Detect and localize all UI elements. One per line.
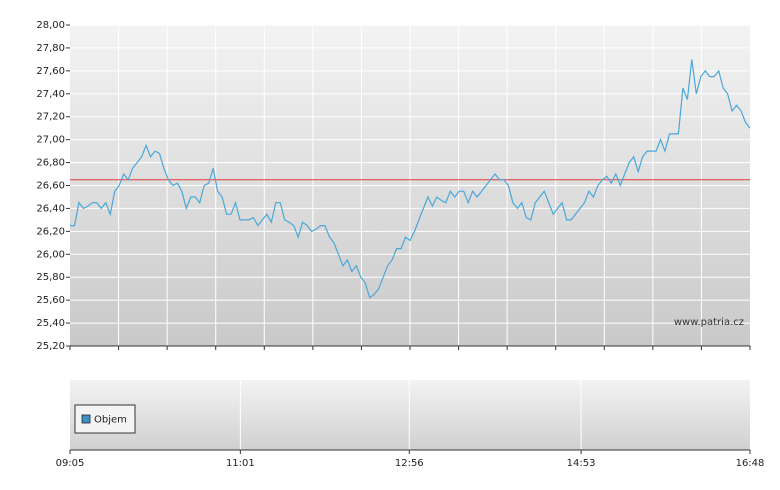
y-tick-label: 27,00 (36, 135, 65, 146)
y-tick-label: 27,20 (36, 112, 65, 123)
y-tick-label: 27,40 (36, 89, 65, 100)
y-tick-label: 26,40 (36, 203, 65, 214)
y-tick-label: 28,00 (36, 20, 65, 31)
y-tick-label: 26,80 (36, 158, 65, 169)
y-tick-label: 26,00 (36, 249, 65, 260)
legend-swatch (81, 414, 91, 424)
y-tick-label: 26,60 (36, 181, 65, 192)
y-tick-label: 25,40 (36, 318, 65, 329)
x-tick-label: 12:56 (395, 458, 424, 469)
legend-label: Objem (94, 415, 127, 426)
y-tick-label: 25,20 (36, 341, 65, 352)
x-tick-label: 14:53 (567, 458, 596, 469)
y-tick-label: 25,60 (36, 295, 65, 306)
x-tick-label: 11:01 (226, 458, 255, 469)
y-tick-label: 27,80 (36, 43, 65, 54)
y-tick-label: 26,20 (36, 226, 65, 237)
volume-plot-area (70, 380, 750, 450)
price-line (70, 59, 751, 299)
watermark: www.patria.cz (674, 317, 744, 328)
y-tick-label: 27,60 (36, 66, 65, 77)
y-tick-label: 25,80 (36, 272, 65, 283)
x-tick-label: 16:48 (736, 458, 765, 469)
x-tick-label: 09:05 (56, 458, 85, 469)
